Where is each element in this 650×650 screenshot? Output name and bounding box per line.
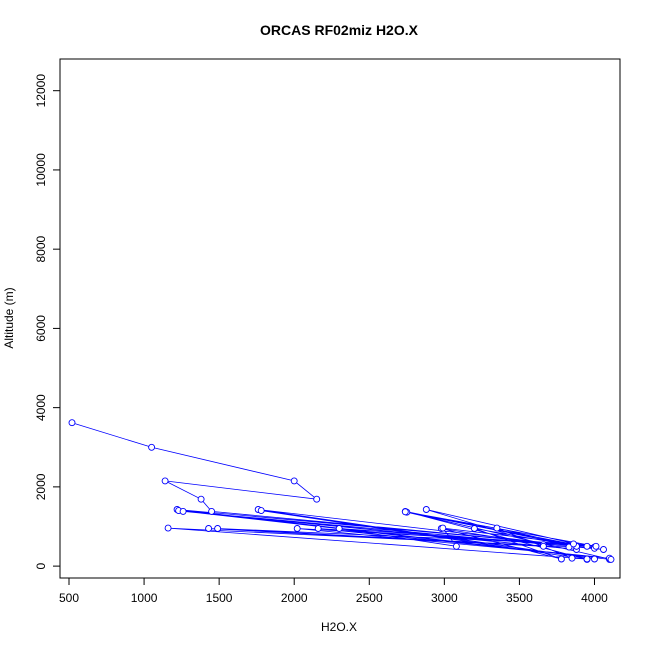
y-tick-label: 0 [34, 562, 48, 569]
data-point [208, 507, 216, 515]
x-tick-label: 1000 [131, 591, 158, 605]
data-point [600, 546, 607, 553]
data-point [493, 524, 501, 532]
data-point [335, 525, 343, 532]
x-tick-label: 3000 [431, 591, 458, 605]
data-point [257, 507, 265, 515]
y-tick-label: 6000 [34, 315, 48, 342]
data-point [422, 506, 430, 513]
data-point [570, 540, 577, 548]
y-axis: 0 2000 4000 6000 8000 10000 12000 [34, 74, 61, 569]
data-point [161, 477, 169, 485]
data-point [591, 555, 598, 563]
data-point [568, 554, 576, 562]
data-point [607, 555, 615, 563]
y-tick-label: 8000 [34, 235, 48, 262]
x-tick-label: 500 [59, 591, 79, 605]
data-point [205, 525, 213, 532]
x-tick-label: 1500 [206, 591, 233, 605]
data-point [164, 524, 172, 532]
y-tick-label: 12000 [34, 74, 48, 108]
data-point [539, 542, 547, 550]
data-point [439, 524, 447, 532]
data-point [214, 525, 222, 532]
data-point [68, 419, 76, 427]
data-point [313, 495, 321, 503]
x-tick-label: 2500 [356, 591, 383, 605]
data-point [197, 495, 205, 503]
data-point [148, 443, 156, 451]
data-point [293, 525, 301, 532]
x-tick-label: 4000 [581, 591, 608, 605]
y-tick-label: 10000 [34, 153, 48, 187]
data-point [179, 507, 187, 515]
y-axis-label: Altitude (m) [2, 287, 16, 348]
x-axis-label: H2O.X [321, 620, 357, 634]
data-point [592, 542, 600, 550]
data-point [452, 542, 460, 550]
y-tick-label: 4000 [34, 394, 48, 421]
data-point [290, 477, 298, 485]
data-point [557, 555, 565, 563]
data-point [583, 555, 591, 563]
y-tick-label: 2000 [34, 473, 48, 500]
x-tick-label: 3500 [506, 591, 533, 605]
chart-title: ORCAS RF02miz H2O.X [260, 22, 419, 38]
x-tick-label: 2000 [281, 591, 308, 605]
x-axis: 500 1000 1500 2000 2500 3000 3500 4000 [59, 577, 608, 605]
series-layer [68, 419, 615, 563]
data-point [401, 508, 409, 516]
data-point [583, 542, 591, 550]
data-point [470, 525, 478, 532]
data-point [314, 525, 322, 532]
